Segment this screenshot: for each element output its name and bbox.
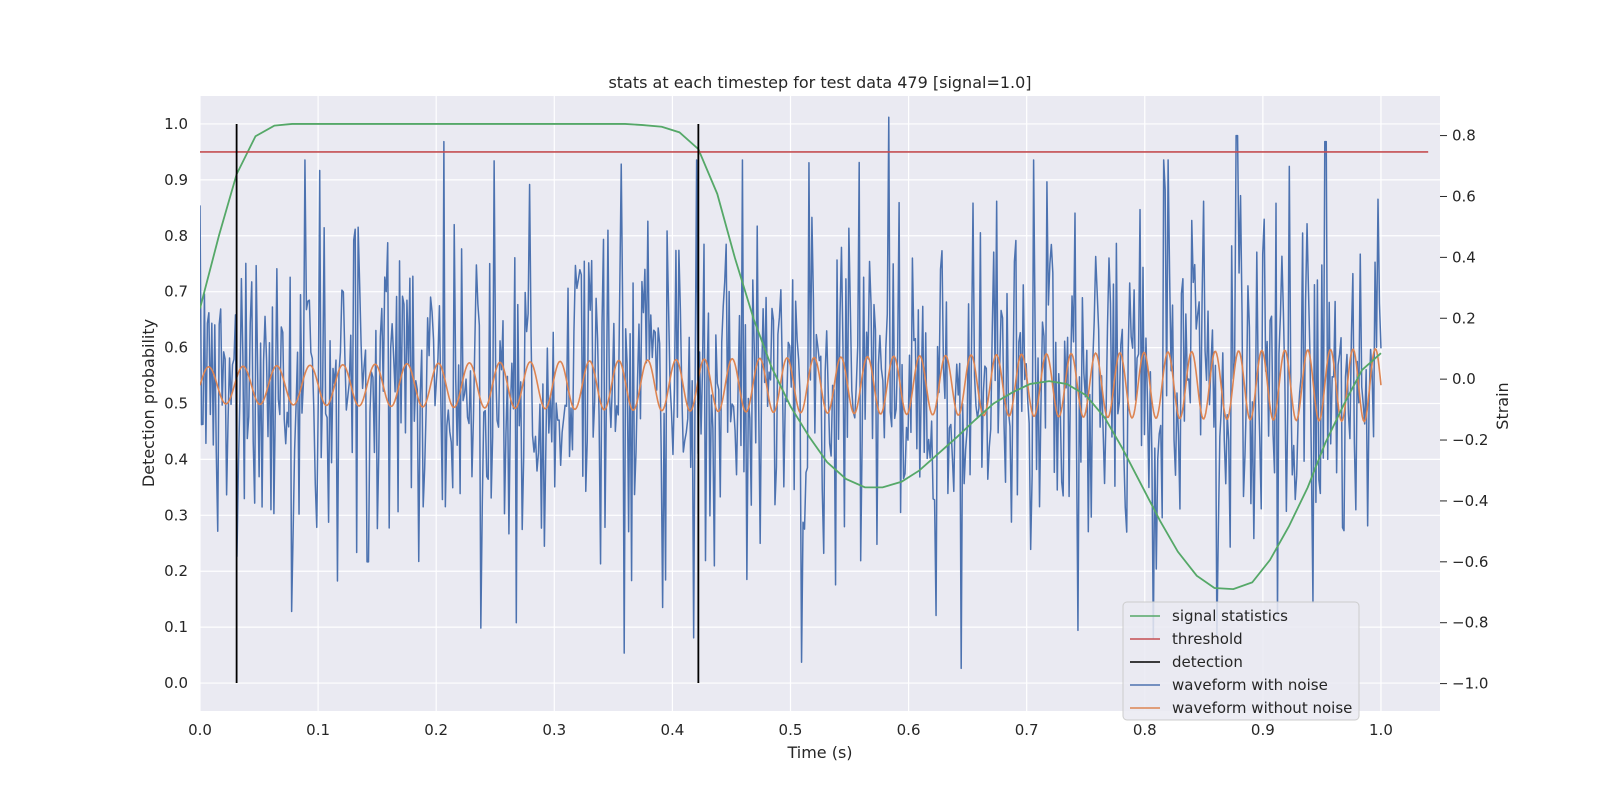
y2-tick-label: 0.8 <box>1452 127 1476 145</box>
x-tick-label: 0.1 <box>306 721 330 739</box>
y-tick-label: 0.8 <box>164 227 188 245</box>
y-tick-label: 0.1 <box>164 618 188 636</box>
legend-label-waveform-with-noise: waveform with noise <box>1172 676 1328 694</box>
y2-tick-label: 0.2 <box>1452 309 1476 327</box>
x-axis-label: Time (s) <box>786 743 852 762</box>
legend-label-detection: detection <box>1172 653 1243 671</box>
y-tick-label: 0.7 <box>164 283 188 301</box>
y2-tick-label: 0.6 <box>1452 187 1476 205</box>
x-tick-label: 0.9 <box>1251 721 1275 739</box>
y2-tick-label: 0.4 <box>1452 248 1476 266</box>
y-tick-label: 0.4 <box>164 450 188 468</box>
x-tick-label: 0.4 <box>660 721 684 739</box>
y-axis-label: Detection probability <box>139 319 158 487</box>
x-tick-label: 0.3 <box>542 721 566 739</box>
y2-axis-label: Strain <box>1493 382 1512 429</box>
y-tick-label: 0.0 <box>164 674 188 692</box>
y-tick-label: 0.9 <box>164 171 188 189</box>
series-signal-statistics <box>200 123 1382 591</box>
legend-label-threshold: threshold <box>1172 630 1243 648</box>
legend-label-signal-statistics: signal statistics <box>1172 607 1288 625</box>
y2-tick-label: −0.2 <box>1452 431 1488 449</box>
y-tick-label: 1.0 <box>164 115 188 133</box>
x-tick-label: 0.5 <box>779 721 803 739</box>
tick-labels: 0.0 0.1 0.2 0.3 0.4 0.5 0.6 0.7 0.8 0.9 1.0 0.0 0.1 0… <box>164 115 1488 739</box>
series-waveform-without-noise <box>200 347 1382 423</box>
y-tick-label: 0.6 <box>164 339 188 357</box>
y2-tick-label: −0.8 <box>1452 614 1488 632</box>
x-tick-label: 0.0 <box>188 721 212 739</box>
legend-label-waveform-without-noise: waveform without noise <box>1172 699 1352 717</box>
legend: signal statistics threshold detection wa… <box>1122 601 1360 721</box>
y-tick-label: 0.2 <box>164 562 188 580</box>
y2-tick-label: 0.0 <box>1452 370 1476 388</box>
y2-tick-label: −0.6 <box>1452 553 1488 571</box>
x-tick-label: 0.2 <box>424 721 448 739</box>
y-tick-label: 0.5 <box>164 395 188 413</box>
y2-tick-label: −0.4 <box>1452 492 1488 510</box>
grid-lines <box>199 96 1447 711</box>
chart-title: stats at each timestep for test data 479… <box>608 73 1031 92</box>
y-tick-label: 0.3 <box>164 506 188 524</box>
x-tick-label: 0.8 <box>1133 721 1157 739</box>
x-tick-label: 0.6 <box>897 721 921 739</box>
legend-box <box>1122 601 1360 721</box>
series-layer <box>200 116 1429 684</box>
y2-tick-label: −1.0 <box>1452 675 1488 693</box>
x-tick-label: 0.7 <box>1015 721 1039 739</box>
x-tick-label: 1.0 <box>1369 721 1393 739</box>
